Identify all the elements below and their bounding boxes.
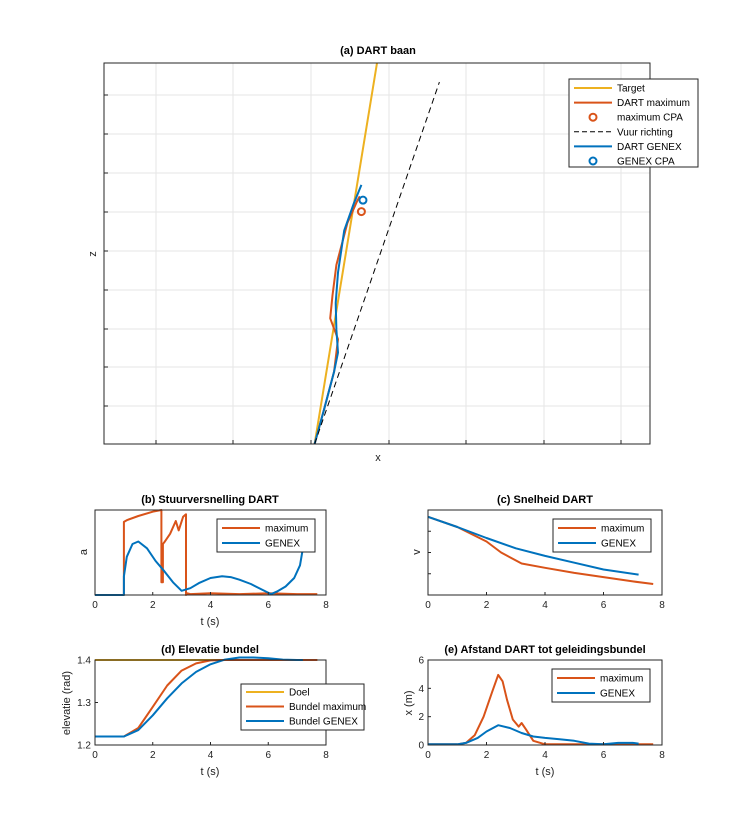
legend-genex-label: GENEX: [601, 539, 636, 550]
legend-genex-cpa-label: GENEX CPA: [617, 157, 675, 168]
x-tick-label: 0: [92, 600, 98, 611]
x-tick-label: 8: [323, 600, 329, 611]
panel-b-title: (b) Stuurversnelling DART: [141, 494, 279, 506]
x-tick-label: 2: [484, 600, 490, 611]
panel-c: (c) Snelheid DART 0 2 4 6 8 v maximum GENEX: [411, 494, 665, 611]
legend-genex-cpa-swatch: [588, 156, 598, 166]
series-dart-genex-line: [313, 184, 363, 445]
panel-a: (a) DART baan x z Target DART maximum maxi…: [87, 45, 699, 464]
panel-d-ticks: 0 2 4 6 8 1.2 1.3 1.4: [77, 656, 329, 762]
legend-maximum-cpa-label: maximum CPA: [617, 113, 683, 124]
legend-dart-genex-label: DART GENEX: [617, 142, 682, 153]
x-tick-label: 4: [208, 750, 214, 761]
x-tick-label: 8: [323, 750, 329, 761]
panel-d: (d) Elevatie bundel 0 2 4 6 8 1.2 1.3 1.4 t (s)…: [61, 644, 366, 778]
panel-c-plot: [427, 515, 654, 585]
panel-c-title: (c) Snelheid DART: [497, 494, 593, 506]
panel-e-legend: maximum GENEX: [551, 668, 651, 703]
maximum-cpa-marker: [356, 207, 366, 217]
genex-cpa-marker: [358, 195, 368, 205]
legend-maximum-label: maximum: [265, 524, 308, 535]
x-tick-label: 6: [601, 750, 607, 761]
x-tick-label: 6: [265, 600, 271, 611]
x-tick-label: 0: [425, 750, 431, 761]
y-tick-label: 1.4: [77, 656, 91, 667]
series-bundel-genex-line: [95, 656, 303, 738]
y-tick-label: 2: [418, 712, 424, 723]
panel-c-legend: maximum GENEX: [552, 518, 652, 553]
panel-b-xlabel: t (s): [201, 616, 220, 628]
panel-b-ylabel: a: [78, 548, 90, 555]
series-target-line: [313, 62, 378, 445]
panel-b-plot: [95, 509, 318, 596]
x-tick-label: 2: [150, 750, 156, 761]
panel-e-title: (e) Afstand DART tot geleidingsbundel: [444, 644, 645, 656]
y-tick-label: 4: [418, 684, 424, 695]
panel-b-ticks: 0 2 4 6 8: [92, 592, 329, 611]
x-tick-label: 6: [265, 750, 271, 761]
x-tick-label: 8: [659, 600, 665, 611]
panel-d-ylabel: elevatie (rad): [61, 671, 73, 735]
series-genex-line: [95, 540, 304, 596]
legend-vuur-richting-label: Vuur richting: [617, 127, 673, 138]
series-genex-line: [427, 515, 639, 576]
series-maximum-line: [427, 515, 654, 585]
x-tick-label: 2: [150, 600, 156, 611]
panel-a-grid: [104, 63, 650, 444]
x-tick-label: 6: [601, 600, 607, 611]
series-genex-line: [428, 724, 639, 746]
legend-maximum-label: maximum: [600, 674, 643, 685]
legend-genex-label: GENEX: [600, 689, 635, 700]
x-tick-label: 0: [92, 750, 98, 761]
y-tick-label: 0: [418, 741, 424, 752]
series-vuur-richting-line: [314, 81, 440, 445]
x-tick-label: 0: [425, 600, 431, 611]
legend-genex-label: GENEX: [265, 539, 300, 550]
legend-dart-maximum-label: DART maximum: [617, 98, 690, 109]
y-tick-label: 1.3: [77, 698, 91, 709]
x-tick-label: 4: [208, 600, 214, 611]
series-maximum-line: [428, 673, 654, 746]
panel-a-axes: [103, 62, 651, 445]
panel-e-ylabel: x (m): [403, 690, 415, 715]
legend-doel-label: Doel: [289, 688, 310, 699]
panel-e-ticks: 0 2 4 6 8 0 2 4 6: [418, 656, 665, 762]
x-tick-label: 4: [542, 750, 548, 761]
panel-a-title: (a) DART baan: [340, 45, 416, 57]
x-tick-label: 4: [542, 600, 548, 611]
panel-d-legend: Doel Bundel maximum Bundel GENEX: [240, 683, 366, 731]
panel-d-xlabel: t (s): [201, 766, 220, 778]
panel-c-ylabel: v: [411, 549, 423, 555]
y-tick-label: 1.2: [77, 741, 91, 752]
legend-bundel-maximum-label: Bundel maximum: [289, 702, 366, 713]
panel-a-ylabel: z: [87, 251, 99, 257]
legend-maximum-cpa-swatch: [588, 112, 598, 122]
panel-b-legend: maximum GENEX: [216, 518, 316, 553]
legend-maximum-label: maximum: [601, 524, 644, 535]
y-tick-label: 6: [418, 656, 424, 667]
panel-e: (e) Afstand DART tot geleidingsbundel 0 2…: [403, 644, 665, 778]
panel-c-ticks: 0 2 4 6 8: [425, 530, 665, 611]
panel-d-title: (d) Elevatie bundel: [161, 644, 259, 656]
x-tick-label: 8: [659, 750, 665, 761]
panel-a-xlabel: x: [375, 452, 381, 464]
panel-a-plot: [313, 62, 440, 445]
x-tick-label: 2: [484, 750, 490, 761]
panel-e-plot: [428, 673, 654, 746]
series-maximum-line: [95, 509, 318, 596]
panel-a-legend: Target DART maximum maximum CPA Vuur richti…: [568, 78, 699, 168]
legend-bundel-genex-label: Bundel GENEX: [289, 717, 358, 728]
panel-e-xlabel: t (s): [536, 766, 555, 778]
legend-target-label: Target: [617, 84, 645, 95]
